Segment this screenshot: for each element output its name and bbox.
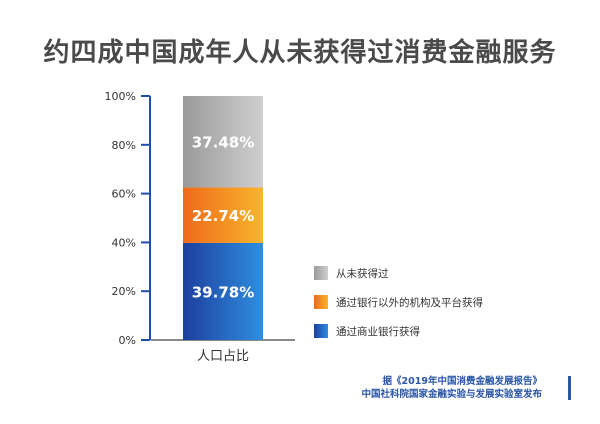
y-tick-label: 100%	[105, 90, 136, 103]
data-label-never: 37.48%	[192, 134, 254, 152]
chart-title: 约四成中国成年人从未获得过消费金融服务	[43, 38, 557, 68]
data-label-bank: 39.78%	[192, 283, 254, 301]
source-note: 据《2019年中国消费金融发展报告》 中国社科院国家金融实验与发展实验室发布	[361, 375, 542, 401]
legend-swatch-gray	[314, 266, 328, 280]
legend-label: 从未获得过	[336, 267, 389, 280]
legend-item-bank: 通过商业银行获得	[314, 324, 483, 338]
bar-segment-never	[183, 96, 263, 188]
source-accent-bar	[568, 376, 571, 400]
legend-item-never: 从未获得过	[314, 266, 483, 280]
bar-segment-bank	[183, 242, 263, 340]
bar-segment-nonbank	[183, 187, 263, 243]
y-tick-label: 40%	[112, 236, 136, 249]
chart-legend: 从未获得过 通过银行以外的机构及平台获得 通过商业银行获得	[314, 266, 483, 353]
legend-label: 通过商业银行获得	[336, 325, 420, 338]
legend-label: 通过银行以外的机构及平台获得	[336, 296, 483, 309]
x-category-label: 人口占比	[197, 349, 249, 364]
y-tick-label: 80%	[112, 139, 136, 152]
source-line-2: 中国社科院国家金融实验与发展实验室发布	[361, 389, 542, 400]
data-label-nonbank: 22.74%	[192, 207, 254, 225]
source-line-1: 据《2019年中国消费金融发展报告》	[382, 376, 542, 387]
legend-item-nonbank: 通过银行以外的机构及平台获得	[314, 295, 483, 309]
legend-swatch-orange	[314, 295, 328, 309]
y-tick-label: 60%	[112, 188, 136, 201]
y-tick-label: 0%	[119, 334, 136, 347]
y-tick-label: 20%	[112, 285, 136, 298]
legend-swatch-blue	[314, 324, 328, 338]
